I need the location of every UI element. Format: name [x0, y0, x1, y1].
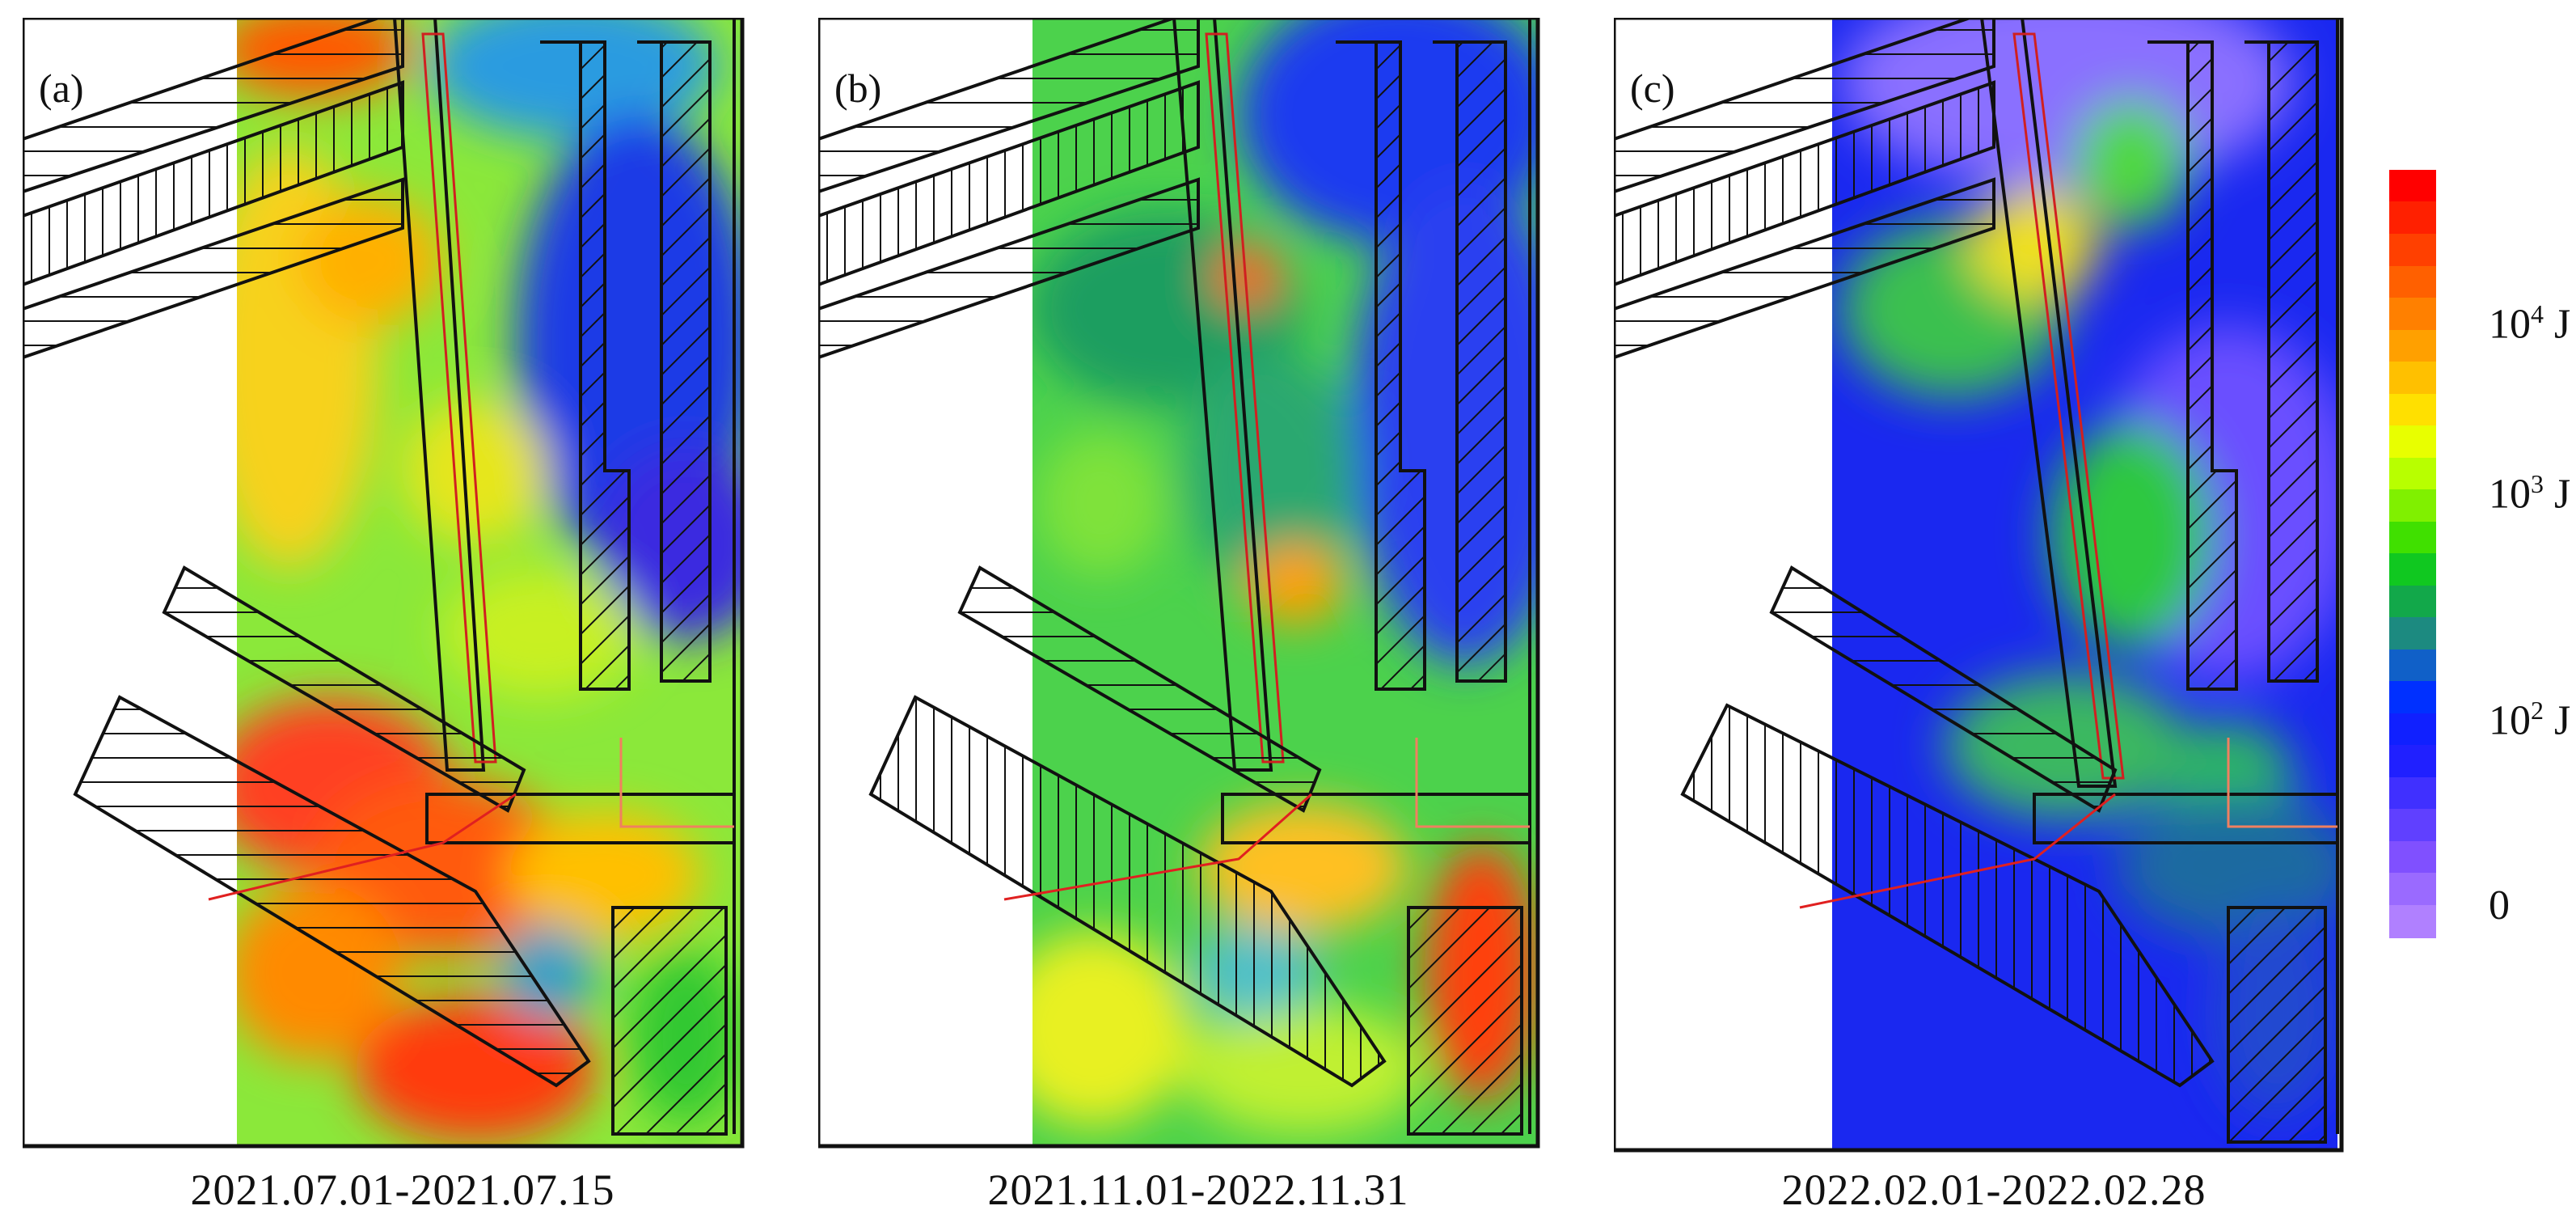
color-scale-step	[2389, 489, 2436, 523]
color-scale-step	[2389, 680, 2436, 715]
scale-base: 0	[2489, 882, 2510, 929]
scale-unit: J	[2544, 471, 2571, 518]
panel-label-a: (a)	[39, 66, 84, 111]
scale-base: 10	[2489, 697, 2531, 744]
scale-exponent: 2	[2531, 696, 2544, 725]
panel-c: (c)	[1614, 18, 2374, 1166]
energy-contour-map-b	[818, 18, 1578, 1166]
color-scale-step	[2389, 840, 2436, 874]
scale-label-1e4: 104 J	[2489, 299, 2570, 348]
period-label-b: 2021.11.01-2022.11.31	[987, 1166, 1409, 1214]
color-scale-step	[2389, 170, 2436, 204]
scale-exponent: 3	[2531, 469, 2544, 498]
color-scale-step	[2389, 457, 2436, 491]
color-scale-step	[2389, 553, 2436, 587]
color-scale-step	[2389, 425, 2436, 459]
color-scale-step	[2389, 585, 2436, 619]
color-scale-step	[2389, 521, 2436, 555]
scale-base: 10	[2489, 471, 2531, 518]
color-scale-legend	[2389, 170, 2441, 938]
color-scale-step	[2389, 617, 2436, 651]
scale-label-1e3: 103 J	[2489, 469, 2570, 518]
scale-unit: J	[2544, 301, 2571, 348]
color-scale-step	[2389, 745, 2436, 779]
color-scale-bar	[2389, 170, 2436, 938]
color-scale-step	[2389, 776, 2436, 810]
scale-label-zero: 0	[2489, 882, 2510, 929]
color-scale-step	[2389, 233, 2436, 268]
color-scale-step	[2389, 393, 2436, 427]
scale-base: 10	[2489, 301, 2531, 348]
scale-exponent: 4	[2531, 299, 2544, 328]
color-scale-step	[2389, 362, 2436, 396]
period-label-a: 2021.07.01-2021.07.15	[190, 1166, 615, 1214]
color-scale-step	[2389, 265, 2436, 299]
panel-b: (b)	[818, 18, 1578, 1166]
color-scale-step	[2389, 904, 2436, 938]
panel-label-b: (b)	[834, 66, 882, 111]
scale-unit: J	[2544, 697, 2571, 744]
energy-contour-map-c	[1614, 18, 2374, 1166]
color-scale-step	[2389, 809, 2436, 843]
color-scale-step	[2389, 649, 2436, 683]
color-scale-step	[2389, 297, 2436, 332]
color-scale-step	[2389, 201, 2436, 235]
panel-label-c: (c)	[1630, 66, 1675, 111]
color-scale-step	[2389, 873, 2436, 907]
period-label-c: 2022.02.01-2022.02.28	[1781, 1166, 2206, 1214]
color-scale-step	[2389, 713, 2436, 747]
color-scale-step	[2389, 329, 2436, 363]
energy-contour-map-a	[23, 18, 783, 1166]
scale-label-1e2: 102 J	[2489, 696, 2570, 744]
panel-a: (a)	[23, 18, 783, 1166]
